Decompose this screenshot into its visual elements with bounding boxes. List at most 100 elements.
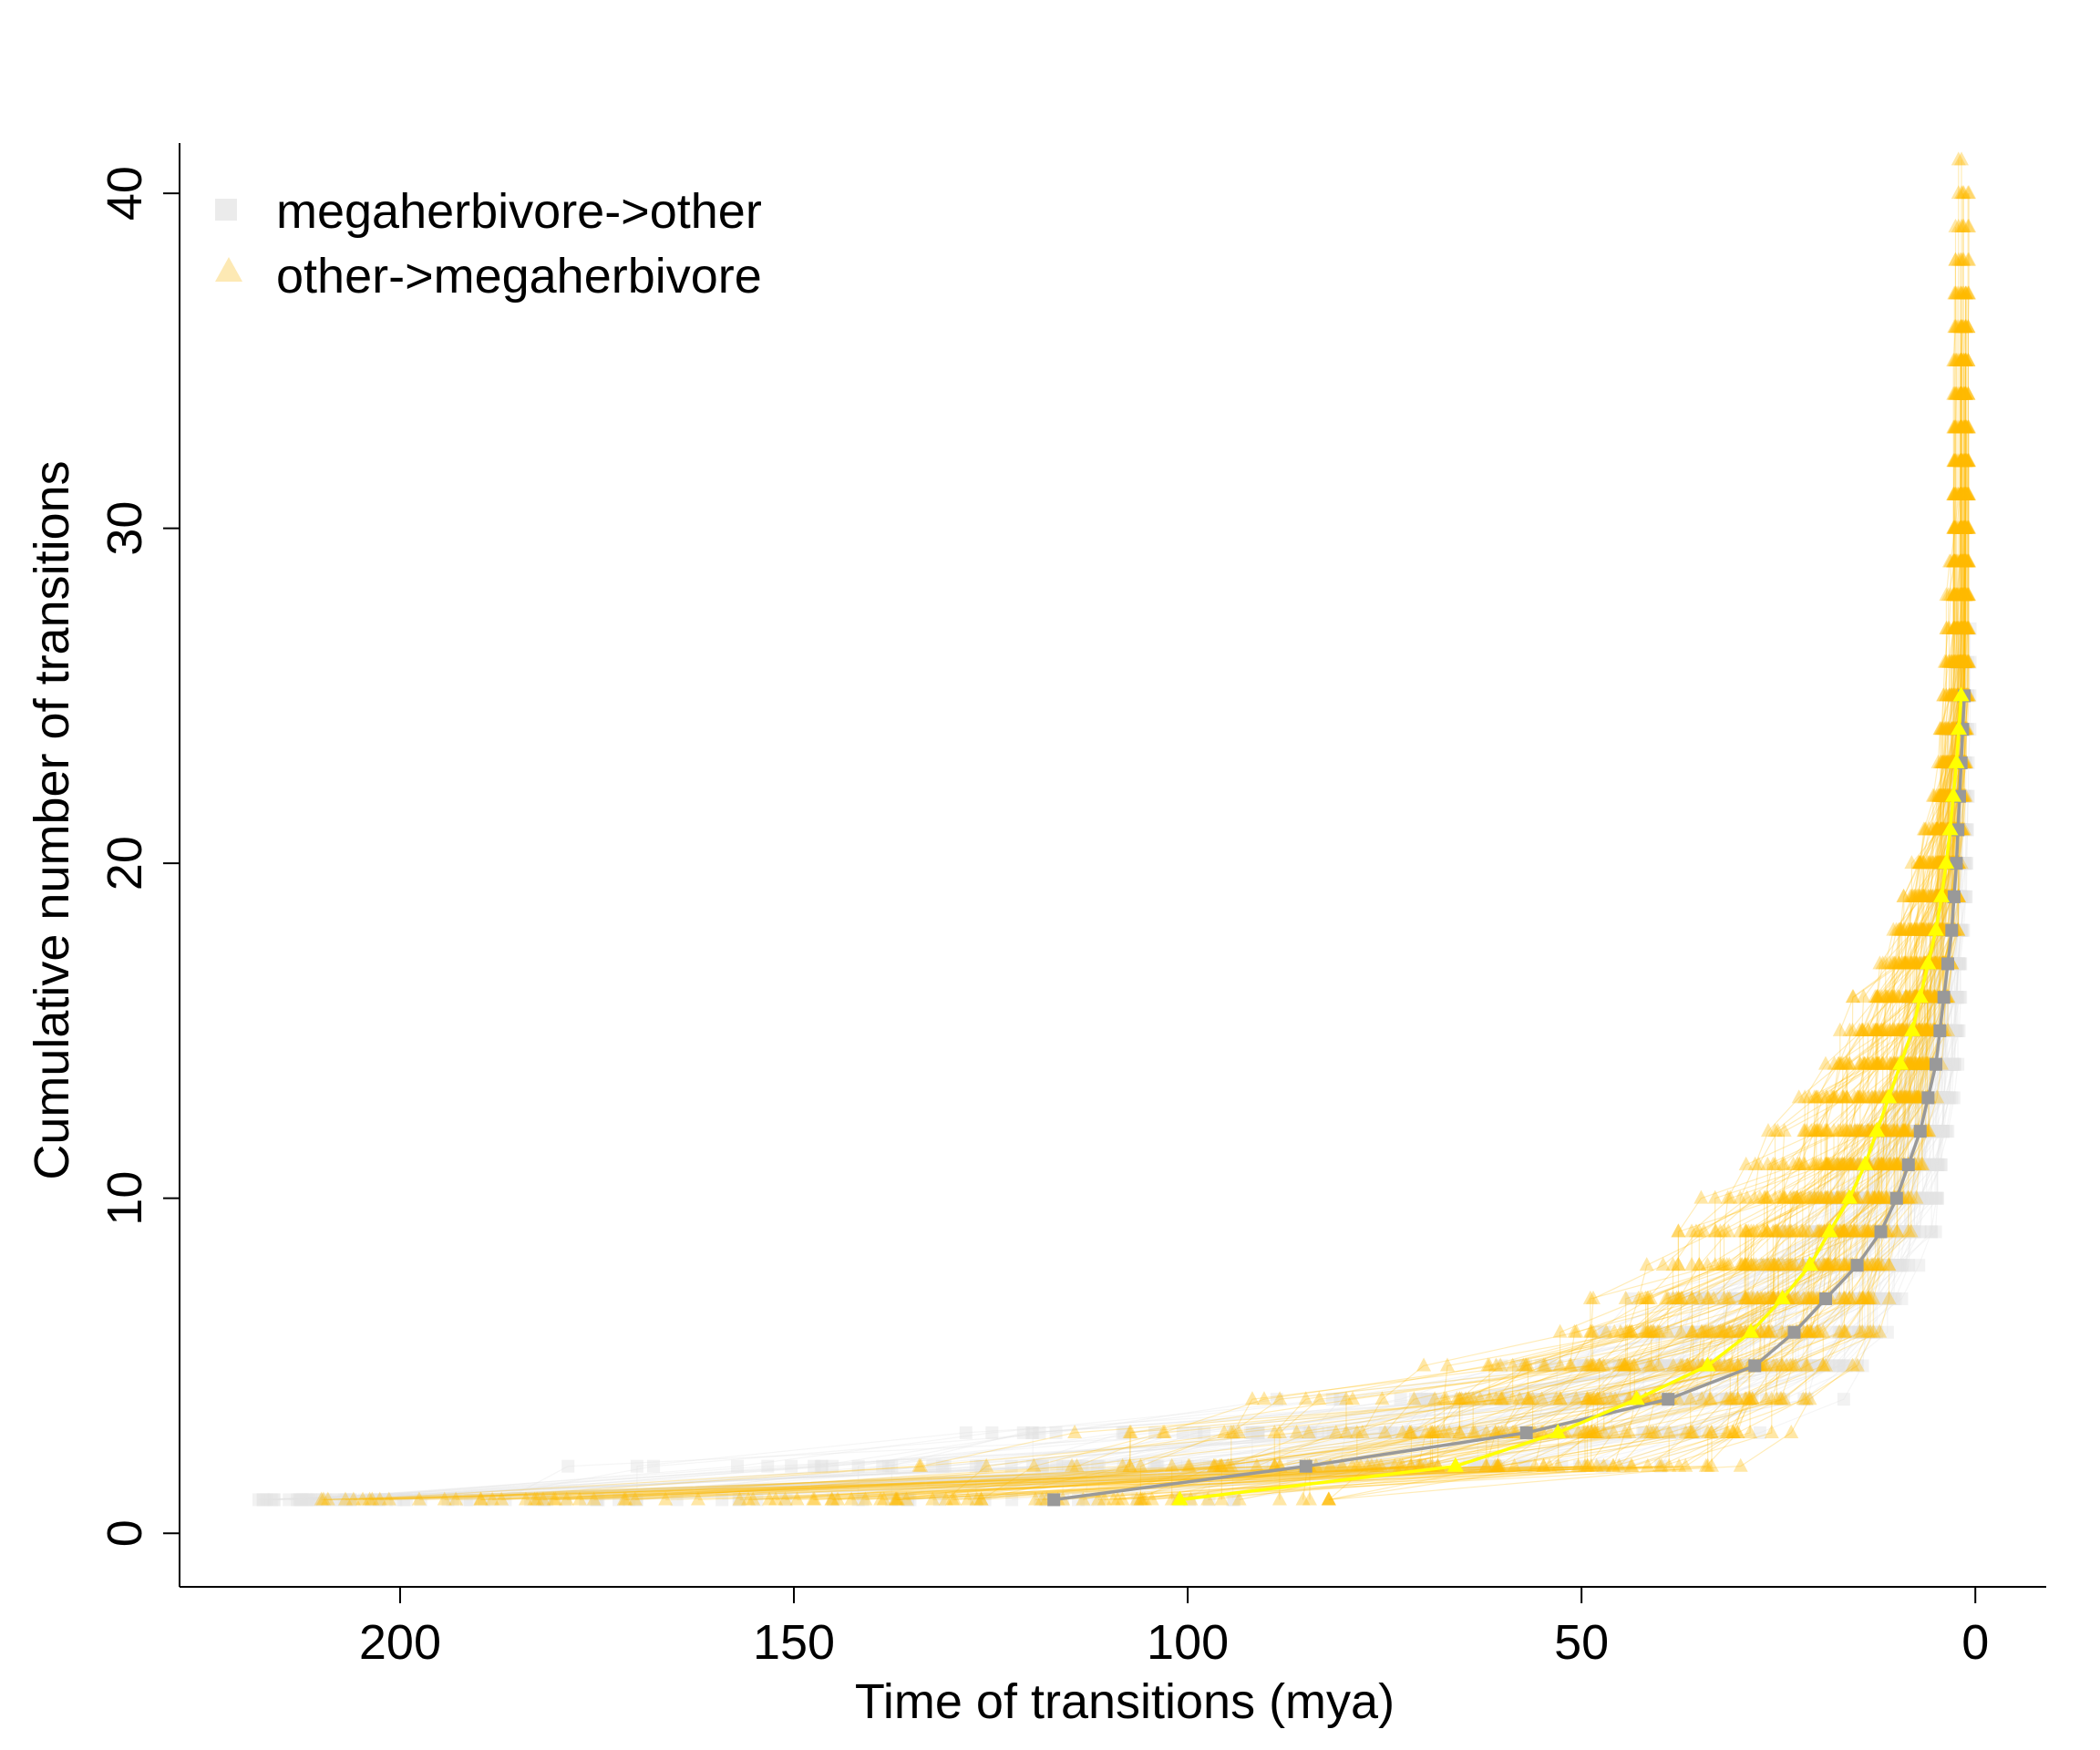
sample-point-gray <box>1960 890 1973 903</box>
sample-point-gray <box>1570 1393 1583 1406</box>
sample-point-gray <box>1955 923 1969 937</box>
sample-point-orange <box>1874 1055 1889 1070</box>
sample-point-gray <box>1574 1393 1588 1406</box>
sample-point-gray <box>1911 1057 1925 1071</box>
sample-point-gray <box>1635 1325 1649 1339</box>
sample-point-gray <box>1677 1325 1691 1339</box>
sample-point-gray <box>1957 622 1971 635</box>
sample-point-orange <box>1958 386 1973 400</box>
sample-point-orange <box>1961 252 1976 266</box>
sample-point-gray <box>1916 1158 1930 1171</box>
sample-point-gray <box>1899 1125 1913 1138</box>
sample-point-orange <box>1874 1156 1889 1170</box>
sample-point-orange <box>1901 989 1917 1004</box>
sample-point-gray <box>1870 1191 1884 1205</box>
sample-point-orange <box>1520 1357 1536 1372</box>
sample-point-gray <box>345 1493 358 1507</box>
sample-point-gray <box>1950 991 1963 1004</box>
sample-point-gray <box>1910 1091 1924 1105</box>
sample-point-orange <box>1958 419 1973 434</box>
sample-point-gray <box>1665 1426 1679 1439</box>
sample-point-gray <box>1889 1158 1902 1171</box>
sample-point-gray <box>1872 1158 1886 1171</box>
sample-point-gray <box>1695 1325 1709 1339</box>
sample-point-orange <box>1449 1391 1465 1405</box>
sample-point-orange <box>1730 1424 1745 1438</box>
sample-point-gray <box>732 1493 746 1507</box>
sample-point-gray <box>1882 1125 1896 1138</box>
sample-point-gray <box>1903 1091 1917 1105</box>
sample-point-gray <box>1618 1426 1632 1439</box>
sample-point-gray <box>1871 1259 1885 1272</box>
sample-point-gray <box>1402 1426 1415 1439</box>
sample-point-gray <box>1693 1292 1706 1305</box>
sample-point-orange <box>1813 1189 1828 1204</box>
sample-point-gray <box>1425 1393 1438 1406</box>
series-point-square <box>1930 1057 1943 1071</box>
sample-point-orange <box>1954 453 1970 468</box>
sample-point-gray <box>969 1493 983 1507</box>
sample-point-orange <box>1915 1055 1930 1070</box>
sample-line-gray <box>469 762 1950 1500</box>
sample-point-gray <box>1876 1158 1889 1171</box>
sample-point-gray <box>1612 1359 1626 1373</box>
sample-point-orange <box>1516 1357 1531 1372</box>
sample-point-gray <box>1553 1393 1567 1406</box>
sample-point-orange <box>1846 1156 1861 1170</box>
sample-point-gray <box>1906 1057 1920 1071</box>
sample-point-gray <box>1898 1225 1911 1239</box>
sample-point-gray <box>1685 1325 1699 1339</box>
sample-point-orange <box>1904 921 1920 936</box>
sample-point-gray <box>1884 1125 1898 1138</box>
sample-point-gray <box>1680 1426 1693 1439</box>
sample-point-gray <box>1673 1426 1687 1439</box>
sample-point-orange <box>1958 587 1973 602</box>
sample-point-gray <box>1781 1225 1795 1239</box>
sample-point-gray <box>1227 1426 1240 1439</box>
sample-point-gray <box>1810 1225 1824 1239</box>
sample-point-gray <box>1727 1325 1741 1339</box>
sample-point-orange <box>1680 1357 1695 1372</box>
sample-point-gray <box>1883 1259 1897 1272</box>
sample-point-gray <box>1854 1191 1868 1205</box>
sample-point-orange <box>1808 1089 1824 1104</box>
sample-point-gray <box>1807 1191 1821 1205</box>
sample-point-orange <box>1244 1391 1260 1405</box>
sample-point-gray <box>1908 1225 1921 1239</box>
sample-point-gray <box>1704 1393 1718 1406</box>
sample-point-orange <box>1898 1089 1913 1104</box>
sample-line-gray <box>722 829 1957 1500</box>
sample-point-gray <box>1768 1325 1782 1339</box>
sample-point-gray <box>1920 1024 1933 1037</box>
sample-point-gray <box>1292 1426 1306 1439</box>
series-point-square <box>1933 1024 1947 1037</box>
sample-point-gray <box>1617 1359 1631 1373</box>
sample-point-gray <box>1605 1393 1619 1406</box>
sample-point-gray <box>293 1493 306 1507</box>
legend-label-megaherbivore-other: megaherbivore->other <box>276 184 762 239</box>
sample-point-orange <box>1745 1391 1760 1405</box>
sample-point-gray <box>1415 1393 1429 1406</box>
sample-point-gray <box>1723 1292 1736 1305</box>
sample-point-orange <box>1769 1223 1785 1238</box>
sample-point-gray <box>1699 1325 1713 1339</box>
sample-point-gray <box>1919 1024 1932 1037</box>
sample-point-orange <box>494 1491 510 1506</box>
sample-point-gray <box>1887 1292 1900 1305</box>
sample-point-orange <box>320 1491 335 1506</box>
series-point-square <box>1937 991 1951 1004</box>
sample-point-gray <box>1936 1091 1950 1105</box>
sample-point-gray <box>1763 1359 1776 1373</box>
sample-point-orange <box>1958 553 1973 568</box>
sample-point-gray <box>1775 1359 1788 1373</box>
sample-point-orange <box>1767 1189 1783 1204</box>
sample-point-orange <box>1490 1457 1506 1472</box>
sample-point-orange <box>1956 520 1971 534</box>
sample-point-gray <box>1879 1158 1893 1171</box>
sample-point-gray <box>1471 1459 1485 1473</box>
sample-point-orange <box>1912 1055 1928 1070</box>
sample-point-gray <box>959 1426 973 1439</box>
sample-line-gray <box>266 796 1954 1500</box>
sample-point-gray <box>379 1493 393 1507</box>
sample-point-orange <box>1214 1491 1230 1506</box>
